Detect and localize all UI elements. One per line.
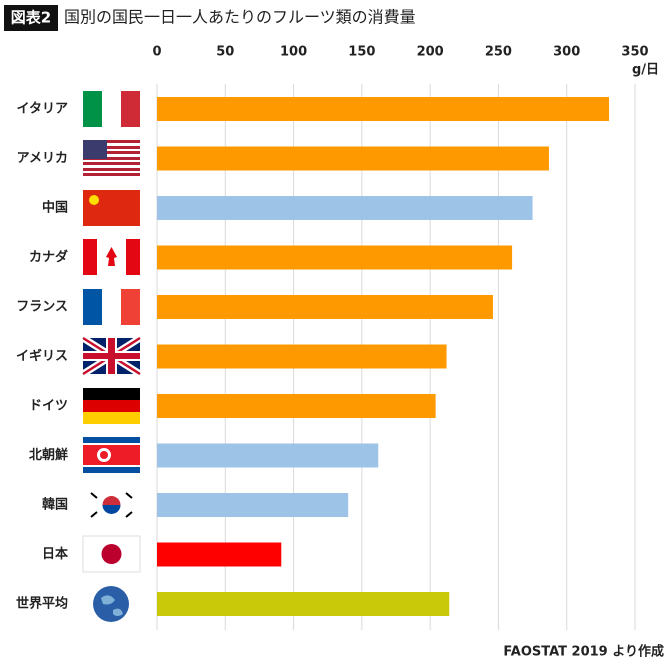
x-tick-label: 50 [216, 45, 234, 60]
y-tick-label: アメリカ [17, 151, 68, 166]
bar [157, 245, 513, 270]
title-tag: 図表2 [11, 9, 51, 27]
y-tick-label: カナダ [29, 249, 68, 265]
y-tick-label: 韓国 [42, 497, 68, 513]
source: FAOSTAT 2019 より作成 [503, 644, 664, 660]
y-tick-label: イタリア [17, 102, 68, 117]
bar [157, 394, 436, 418]
y-tick-label: 世界平均 [16, 596, 68, 612]
bar [157, 344, 447, 369]
flags [81, 91, 142, 622]
x-tick-label: 150 [348, 45, 375, 60]
x-tick-label: 250 [485, 45, 512, 60]
bar [157, 443, 379, 468]
bar [157, 196, 533, 220]
bar [157, 493, 349, 517]
y-tick-label: 北朝鮮 [29, 447, 68, 463]
y-tick-label: ドイツ [29, 399, 68, 414]
chart-title: 国別の国民一日一人あたりのフルーツ類の消費量 [64, 8, 416, 27]
bar [157, 592, 450, 616]
x-tick-label: 0 [152, 45, 161, 60]
y-tick-label: 日本 [42, 546, 68, 562]
x-tick-label: 100 [280, 45, 307, 60]
title-tag-box [4, 5, 58, 31]
y-tick-label: 中国 [42, 200, 68, 216]
unit-label: g/日 [632, 63, 659, 78]
x-tick-label: 300 [553, 45, 580, 60]
x-tick-label: 350 [621, 45, 648, 60]
bar [157, 97, 610, 121]
x-tick-label: 200 [417, 45, 444, 60]
bar [157, 542, 282, 567]
y-tick-label: フランス [16, 300, 68, 315]
bar [157, 146, 549, 171]
bar [157, 295, 493, 319]
y-tick-label: イギリス [16, 348, 68, 364]
